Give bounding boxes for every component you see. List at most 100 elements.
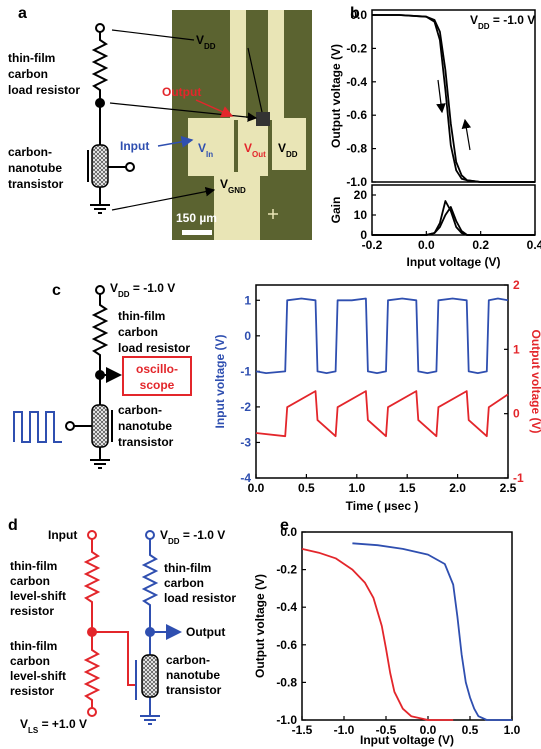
label: thin-film xyxy=(10,559,57,573)
panel-label: a xyxy=(18,5,27,22)
label: GND xyxy=(228,186,246,195)
label: Output xyxy=(162,85,201,99)
y-tick-label: 0 xyxy=(360,228,367,242)
label: resistor xyxy=(10,604,54,618)
label: level-shift xyxy=(10,669,66,683)
label: thin-film xyxy=(118,309,165,323)
label: LS xyxy=(28,726,39,735)
label: V xyxy=(110,281,118,295)
circuit-d: Input VDD = -1.0 V thin-film carbon leve… xyxy=(10,528,236,735)
y-tick-label: -4 xyxy=(240,471,251,485)
label: thin-film xyxy=(10,639,57,653)
x-tick-label: 1.0 xyxy=(504,723,521,737)
y-tick-label: -3 xyxy=(240,435,251,449)
label: V xyxy=(198,141,206,155)
y-tick-label: 1 xyxy=(244,293,251,307)
y2-axis-label: Output voltage (V) xyxy=(529,330,541,434)
plot-frame xyxy=(371,9,536,183)
y-tick-label: -0.6 xyxy=(276,638,297,652)
y-tick-label: -1.0 xyxy=(276,713,297,727)
data-line xyxy=(372,14,535,183)
y-tick-label: 20 xyxy=(354,188,368,202)
y2-tick-label: 2 xyxy=(513,278,520,292)
label: carbon xyxy=(10,654,50,668)
plot-frame xyxy=(371,184,536,236)
label: VDD = -1.0 V xyxy=(160,528,225,546)
label: V xyxy=(20,717,28,731)
label: DD xyxy=(286,150,298,159)
x-tick-label: 1.5 xyxy=(399,481,416,495)
label: transistor xyxy=(166,683,222,697)
y-tick-label: -1.0 xyxy=(346,175,367,189)
label: = +1.0 V xyxy=(38,717,87,731)
label: = -1.0 V xyxy=(180,528,226,542)
label: level-shift xyxy=(10,589,66,603)
y-tick-label: -0.4 xyxy=(346,75,367,89)
label: In xyxy=(206,150,213,159)
label: scope xyxy=(140,378,175,392)
y-tick-label: -0.2 xyxy=(346,41,367,55)
data-line xyxy=(372,206,535,236)
y-tick-label: -0.8 xyxy=(276,675,297,689)
label: load resistor xyxy=(8,83,80,97)
x-tick-label: 2.0 xyxy=(449,481,466,495)
label: VDD xyxy=(196,33,216,51)
x-tick-label: 0.5 xyxy=(298,481,315,495)
plot-frame xyxy=(301,531,513,721)
panel-label: c xyxy=(52,282,61,299)
label: VGND xyxy=(220,177,246,195)
data-line xyxy=(372,200,535,236)
label: nanotube xyxy=(8,161,62,175)
label: thin-film xyxy=(164,561,211,575)
label: V xyxy=(160,528,168,542)
x-tick-label: 0.0 xyxy=(248,481,265,495)
label: DD xyxy=(204,42,216,51)
circuit-c: oscillo- scope VDD = -1.0 V thin-film ca… xyxy=(13,281,192,469)
y-tick-label: -0.8 xyxy=(346,142,367,156)
label: V xyxy=(244,141,252,155)
panel-label: d xyxy=(8,517,18,534)
label: thin-film xyxy=(8,51,55,65)
y-tick-label: -2 xyxy=(240,400,251,414)
annotation: DD xyxy=(478,22,490,31)
label: Out xyxy=(252,150,266,159)
label: carbon xyxy=(10,574,50,588)
x-tick-label: 0.0 xyxy=(418,238,435,252)
x-tick-label: 0.0 xyxy=(420,723,437,737)
label: VDD = -1.0 V xyxy=(110,281,175,299)
label: V xyxy=(220,177,228,191)
label: transistor xyxy=(8,177,64,191)
data-line xyxy=(372,14,535,183)
data-line xyxy=(301,548,454,721)
label: VLS = +1.0 V xyxy=(20,717,87,735)
label: Input xyxy=(120,139,149,153)
x-tick-label: -0.2 xyxy=(362,238,383,252)
y2-tick-label: -1 xyxy=(513,471,524,485)
y-axis-label: Input voltage (V) xyxy=(213,335,227,429)
data-line xyxy=(255,297,509,374)
label: V xyxy=(196,33,204,47)
label: resistor xyxy=(10,684,54,698)
x-tick-label: 1.0 xyxy=(348,481,365,495)
y2-tick-label: 0 xyxy=(513,407,520,421)
sweep-arrow xyxy=(436,79,446,114)
y-tick-label: -1 xyxy=(240,364,251,378)
panel-label: e xyxy=(280,517,289,534)
x-tick-label: 0.2 xyxy=(472,238,489,252)
x-tick-label: -1.5 xyxy=(292,723,313,737)
label: carbon- xyxy=(118,403,162,417)
label: Input xyxy=(48,528,77,542)
y-tick-label: -0.6 xyxy=(346,108,367,122)
label: VOut xyxy=(244,141,266,159)
y2-tick-label: 1 xyxy=(513,342,520,356)
annotation: VDD = -1.0 V xyxy=(470,13,535,31)
y-tick-label: 0 xyxy=(244,329,251,343)
label: VIn xyxy=(198,141,213,159)
y-tick-label: 0.0 xyxy=(350,8,367,22)
y-tick-label: -0.2 xyxy=(276,563,297,577)
label: transistor xyxy=(118,435,174,449)
label: carbon- xyxy=(166,653,210,667)
label: carbon xyxy=(8,67,48,81)
x-tick-label: 0.4 xyxy=(527,238,541,252)
